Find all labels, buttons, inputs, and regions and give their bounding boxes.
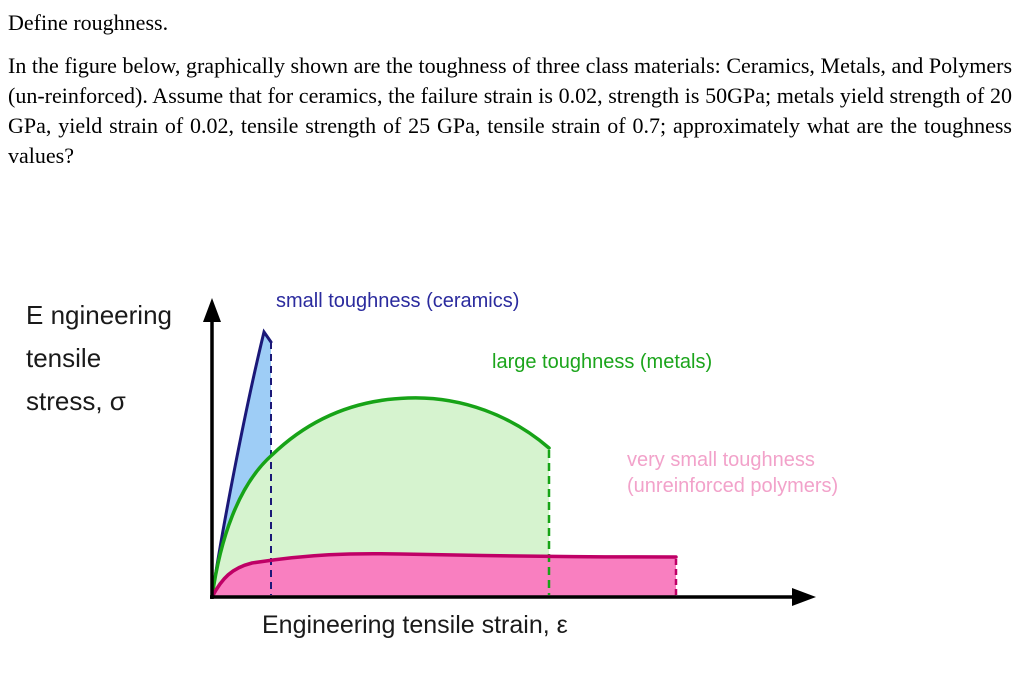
- x-axis-label: Engineering tensile strain, ε: [262, 611, 568, 639]
- annotation-polymers-line2: (unreinforced polymers): [627, 475, 839, 497]
- polymers-fill: [212, 553, 676, 597]
- annotation-polymers: very small toughness (unreinforced polym…: [627, 447, 838, 499]
- y-axis-label: E ngineering tensile stress, σ: [26, 294, 172, 423]
- metals-fill: [212, 397, 549, 597]
- toughness-figure: [203, 298, 816, 606]
- x-axis-arrowhead: [792, 588, 816, 606]
- annotation-ceramics: small toughness (ceramics): [276, 290, 520, 312]
- annotation-metals: large toughness (metals): [492, 351, 713, 373]
- y-axis-label-line2: tensile: [26, 343, 102, 373]
- question-title: Define roughness.: [8, 10, 169, 35]
- y-axis-label-line1: E ngineering: [26, 300, 172, 330]
- question-paragraph: In the figure below, graphically shown a…: [8, 53, 1012, 168]
- question-block: Define roughness. In the figure below, g…: [8, 8, 1012, 171]
- polymers-curve: [210, 551, 678, 599]
- metals-curve: [210, 396, 551, 599]
- y-axis-arrowhead: [203, 298, 221, 322]
- y-axis-label-line3: stress, σ: [26, 386, 126, 416]
- annotation-polymers-line1: very small toughness: [627, 449, 815, 471]
